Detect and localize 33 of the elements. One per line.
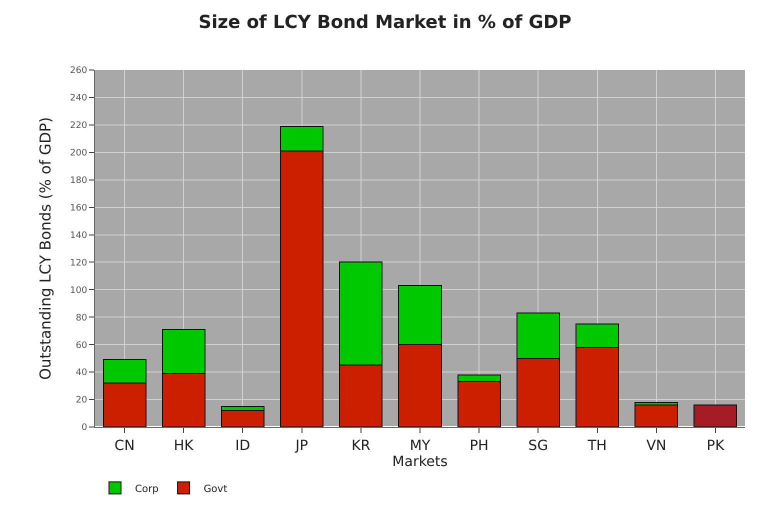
y-tick-label: 40 — [76, 368, 88, 378]
x-axis-title: Markets — [392, 454, 448, 470]
y-tick-label: 120 — [70, 258, 88, 268]
bar — [220, 410, 264, 427]
bar — [694, 404, 738, 427]
x-tick-label: VN — [646, 438, 666, 454]
y-tick-label: 200 — [70, 148, 88, 159]
legend-label: Govt — [204, 484, 228, 495]
chart-title: Size of LCY Bond Market in % of GDP — [198, 12, 572, 34]
x-tick-label: TH — [586, 438, 607, 454]
y-tick-label: 80 — [76, 313, 88, 324]
legend-label: Corp — [135, 484, 159, 495]
x-tick-label: SG — [528, 438, 548, 454]
x-tick-label: MY — [410, 438, 431, 454]
x-tick-label: PH — [470, 438, 489, 454]
y-tick-label: 160 — [70, 203, 88, 214]
x-tick-label: PK — [706, 438, 726, 454]
x-tick-label: HK — [174, 438, 194, 454]
y-tick-label: 140 — [70, 230, 88, 241]
x-tick-label: KR — [351, 438, 371, 454]
bar — [634, 404, 678, 427]
y-tick-label: 60 — [76, 340, 88, 351]
y-tick-label: 100 — [70, 286, 88, 296]
y-tick-label: 240 — [70, 94, 88, 104]
y-tick-label: 0 — [81, 423, 88, 434]
y-tick-label: 180 — [70, 176, 88, 186]
x-tick-label: JP — [294, 438, 308, 454]
x-tick-label: ID — [235, 438, 250, 454]
y-tick-label: 20 — [76, 396, 88, 406]
x-tick-label: CN — [114, 438, 135, 454]
y-tick-label: 220 — [70, 121, 88, 132]
y-axis-title: Outstanding LCY Bonds (% of GDP) — [36, 117, 54, 380]
y-tick-label: 260 — [70, 66, 88, 76]
